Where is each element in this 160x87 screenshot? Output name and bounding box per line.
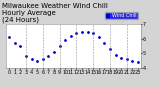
Text: Milwaukee Weather Wind Chill
Hourly Average
(24 Hours): Milwaukee Weather Wind Chill Hourly Aver… (2, 3, 108, 23)
Legend: Wind Chill: Wind Chill (105, 12, 138, 19)
